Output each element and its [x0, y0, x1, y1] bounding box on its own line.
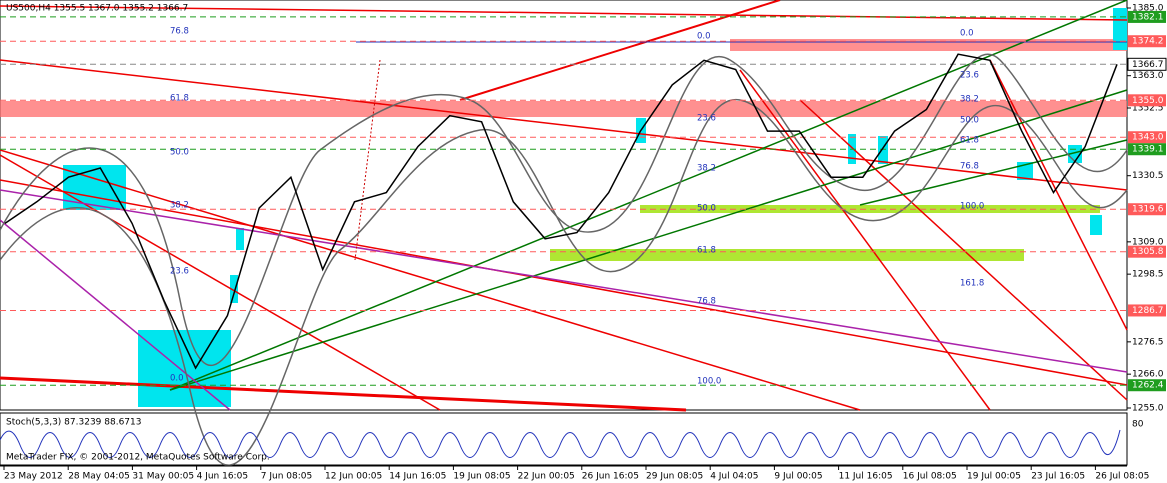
level-label: 1382.1: [1132, 12, 1164, 22]
fib-label: 61.8: [170, 94, 189, 104]
y-tick-label: 1309.0: [1132, 237, 1164, 247]
symbol-header: US500,H4 1355.5 1367.0 1355.2 1366.7: [6, 4, 188, 14]
y-tick-label: 1352.5: [1132, 104, 1164, 114]
level-label: 1305.8: [1132, 247, 1164, 257]
date-label: 7 Jun 08:05: [261, 472, 312, 482]
level-tag: [1128, 131, 1166, 144]
y-tick-label: 1255.0: [1132, 404, 1164, 414]
fib-label: 38.2: [170, 201, 189, 211]
date-label: 4 Jul 04:05: [710, 472, 758, 482]
y-tick-label: 1330.5: [1132, 171, 1164, 181]
fib-label: 0.0: [170, 374, 184, 384]
level-tag: [1128, 94, 1166, 107]
level-tag: [1128, 35, 1166, 48]
level-tag: [1128, 379, 1166, 392]
level-label: 1343.0: [1132, 133, 1164, 143]
trendlines: [0, 0, 1128, 466]
date-label: 16 Jul 08:05: [903, 472, 957, 482]
fib-label: 76.8: [960, 162, 979, 172]
level-tag: [1128, 203, 1166, 216]
y-tick-label: 1385.0: [1132, 4, 1164, 14]
fib-label: 38.2: [697, 164, 716, 174]
indicator-label: Stoch(5,3,3) 87.3239 88.6713: [6, 418, 141, 428]
date-label: 9 Jul 00:05: [774, 472, 822, 482]
fib-label: 23.6: [697, 114, 716, 124]
date-label: 11 Jul 16:05: [839, 472, 893, 482]
y-tick-label: 1276.5: [1132, 337, 1164, 347]
date-label: 29 Jun 08:05: [646, 472, 703, 482]
fib-label: 100.0: [697, 377, 721, 387]
date-label: 23 Jul 16:05: [1031, 472, 1085, 482]
date-label: 31 May 00:05: [132, 472, 194, 482]
date-label: 26 Jun 16:05: [582, 472, 639, 482]
fib-label: 38.2: [960, 95, 979, 105]
fib-label: 76.8: [170, 27, 189, 37]
fib-label: 76.8: [697, 297, 716, 307]
level-label: 1374.2: [1132, 37, 1164, 47]
level-tag: [1128, 10, 1166, 23]
copyright: MetaTrader FIX, © 2001-2012, MetaQuotes …: [6, 453, 270, 463]
y-tick-label: 1266.0: [1132, 370, 1164, 380]
level-tag: [1127, 57, 1167, 71]
date-label: 22 Jun 00:05: [518, 472, 575, 482]
date-label: 26 Jul 08:05: [1095, 472, 1149, 482]
fib-label: 0.0: [697, 32, 711, 42]
date-label: 23 May 2012: [4, 472, 63, 482]
fib-label: 50.0: [697, 204, 716, 214]
stoch-tick-label: 80: [1132, 420, 1144, 430]
date-label: 4 Jun 16:05: [197, 472, 248, 482]
fib-label: 61.8: [697, 246, 716, 256]
stoch-line: [0, 429, 1121, 458]
fib-label: 100.0: [960, 202, 984, 212]
fib-label: 50.0: [960, 116, 979, 126]
level-label: 1355.0: [1132, 96, 1164, 106]
level-label: 1319.6: [1132, 205, 1164, 215]
fib-label: 23.6: [170, 267, 189, 277]
fib-label: 50.0: [170, 148, 189, 158]
price-line: [4, 53, 1118, 370]
level-label: 1262.4: [1132, 381, 1164, 391]
level-label: 1339.1: [1132, 145, 1164, 155]
level-tag: [1128, 143, 1166, 156]
stoch-pane: [0, 412, 1128, 466]
date-label: 19 Jul 00:05: [967, 472, 1021, 482]
fib-label: 0.0: [960, 29, 974, 39]
y-tick-label: 1298.5: [1132, 270, 1164, 280]
date-label: 28 May 04:05: [68, 472, 130, 482]
level-tag: [1128, 245, 1166, 258]
level-label: 1286.7: [1132, 306, 1164, 316]
fib-label: 23.6: [960, 71, 979, 81]
date-label: 14 Jun 16:05: [389, 472, 446, 482]
fib-label: 61.8: [960, 136, 979, 146]
date-label: 19 Jun 08:05: [453, 472, 510, 482]
y-tick-label: 1363.0: [1132, 71, 1164, 81]
level-label: 1366.7: [1132, 60, 1164, 70]
fib-label: 161.8: [960, 279, 984, 289]
level-tag: [1128, 304, 1166, 317]
date-label: 12 Jun 00:05: [325, 472, 382, 482]
